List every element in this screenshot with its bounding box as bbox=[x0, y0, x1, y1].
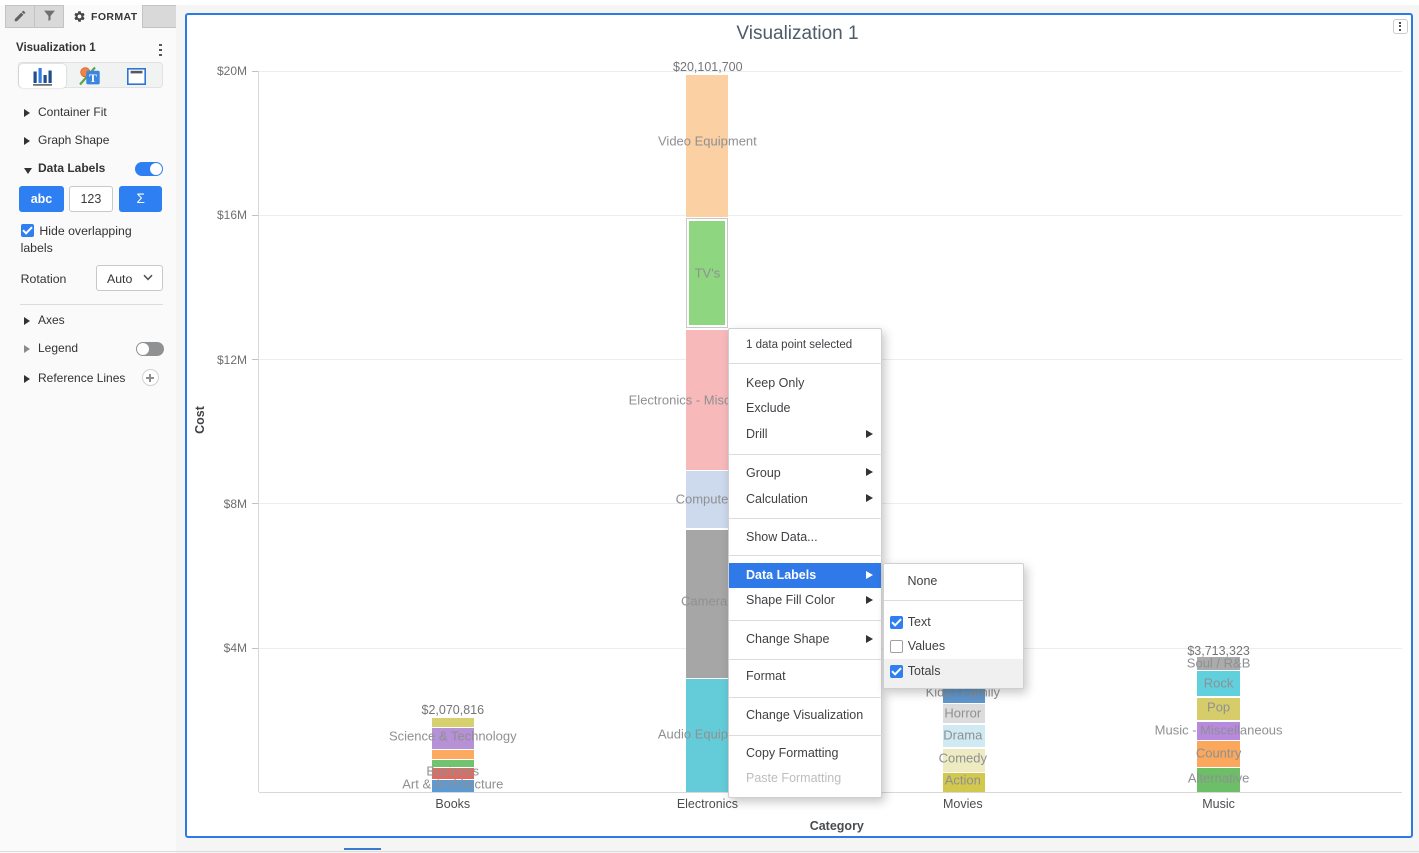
svg-text:T: T bbox=[89, 72, 97, 84]
